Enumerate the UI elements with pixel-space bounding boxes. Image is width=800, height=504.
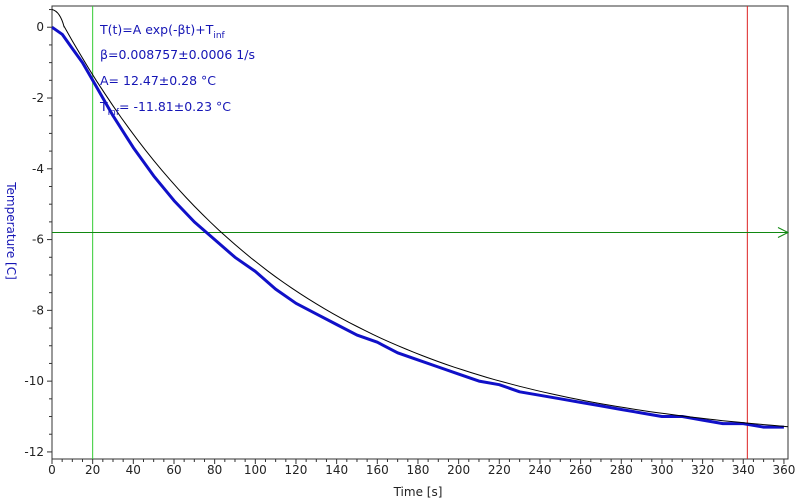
fit-annotation: T(t)=A exp(-βt)+Tinf β=0.008757±0.0006 1… — [99, 22, 255, 118]
x-tick-label: 120 — [285, 463, 308, 477]
x-tick-label: 320 — [691, 463, 714, 477]
x-tick-label: 20 — [85, 463, 100, 477]
fit-model-main: T(t)=A exp(-βt)+T — [99, 22, 214, 37]
x-tick-label: 360 — [772, 463, 795, 477]
x-tick-label: 80 — [207, 463, 222, 477]
fit-tinf-text: Tinf= -11.81±0.23 °C — [99, 99, 231, 118]
x-tick-label: 180 — [407, 463, 430, 477]
x-tick-label: 200 — [447, 463, 470, 477]
x-tick-label: 160 — [366, 463, 389, 477]
x-axis-title: Time [s] — [393, 485, 443, 499]
x-tick-label: 140 — [325, 463, 348, 477]
fit-model-text: T(t)=A exp(-βt)+Tinf — [99, 22, 226, 41]
y-axis: 0 -2 -4 -6 -8 -10 -12 — [24, 9, 52, 459]
y-tick-label: 0 — [36, 20, 44, 34]
fit-tinf-symbol: T — [99, 99, 108, 114]
x-tick-label: 100 — [244, 463, 267, 477]
data-series — [51, 9, 789, 429]
y-tick-label: -8 — [32, 303, 44, 317]
fit-beta-text: β=0.008757±0.0006 1/s — [100, 47, 255, 62]
x-tick-label: 240 — [529, 463, 552, 477]
fit-curve-line — [51, 9, 789, 428]
measured-temperature-line — [51, 25, 784, 429]
fit-model-subscript: inf — [213, 31, 225, 41]
x-tick-label: 60 — [166, 463, 181, 477]
x-tick-label: 300 — [650, 463, 673, 477]
x-tick-label: 0 — [48, 463, 56, 477]
y-tick-label: -4 — [32, 162, 44, 176]
x-tick-label: 220 — [488, 463, 511, 477]
y-axis-title: Temperature [C] — [4, 181, 18, 280]
x-axis: 0 20 40 60 80 100 120 140 160 180 200 220 240 260 280 3… — [48, 459, 795, 477]
x-tick-label: 40 — [126, 463, 141, 477]
fit-tinf-value: = -11.81±0.23 °C — [119, 99, 231, 114]
fit-amplitude-text: A= 12.47±0.28 °C — [100, 73, 216, 88]
x-tick-label: 340 — [732, 463, 755, 477]
y-tick-label: -12 — [24, 445, 44, 459]
x-tick-label: 280 — [610, 463, 633, 477]
x-tick-label: 260 — [569, 463, 592, 477]
horizontal-cursor-arrow — [777, 227, 790, 238]
y-tick-label: -6 — [32, 233, 44, 247]
fit-tinf-subscript: inf — [108, 108, 120, 118]
y-tick-label: -2 — [32, 91, 44, 105]
y-tick-label: -10 — [24, 374, 44, 388]
